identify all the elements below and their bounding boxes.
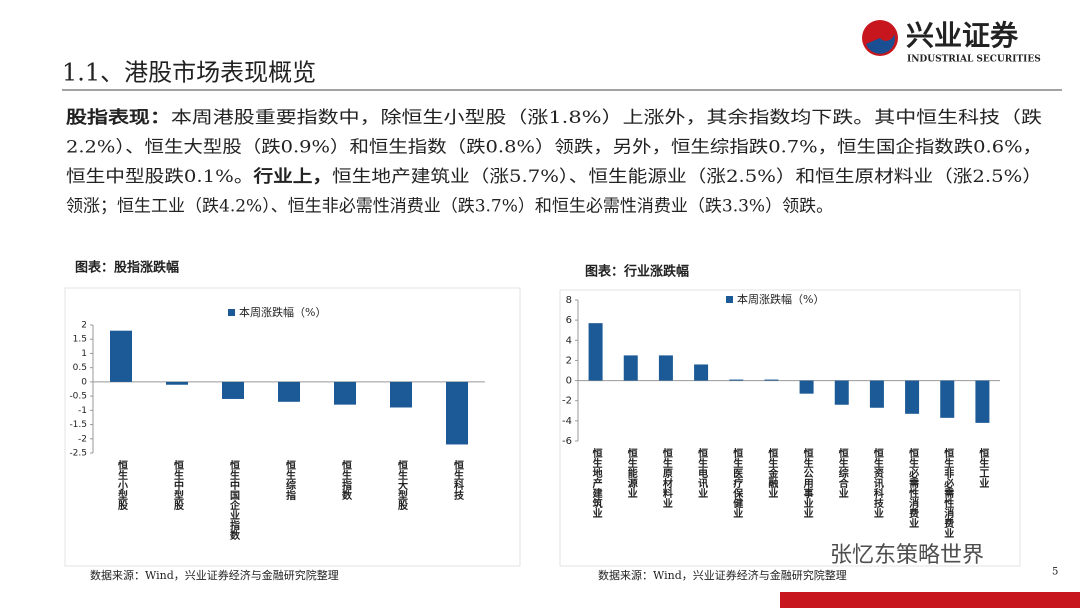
logo-name: 兴业证券 — [906, 19, 1019, 52]
y-tick-label: 1.5 — [73, 335, 87, 345]
y-tick-label: -2.5 — [69, 449, 87, 459]
x-tick-label: 恒生公用事业业 — [801, 447, 814, 518]
x-tick-label: 恒生科技 — [452, 459, 464, 501]
y-tick-label: 2 — [81, 321, 87, 331]
bar — [278, 381, 300, 402]
chart-frame — [64, 287, 521, 567]
bar — [623, 355, 638, 381]
bar — [799, 380, 814, 394]
paragraph-line: 恒生中型股跌0.1%。 行业上， 恒生地产建筑业（涨5.7%）、恒生能源业（涨2.5… — [66, 166, 1042, 187]
y-tick-label: 2 — [566, 355, 572, 366]
x-tick-label: 恒生电讯业 — [696, 447, 708, 498]
y-tick-label: -2 — [78, 434, 87, 444]
chart-title: 图表：股指涨跌幅 — [75, 260, 179, 276]
x-tick-label: 恒生中国企业指数 — [228, 459, 241, 541]
footer-bar — [780, 592, 1080, 608]
page-number: 5 — [1052, 567, 1058, 578]
x-tick-label: 恒生必需性消费业 — [907, 447, 920, 528]
legend-swatch — [726, 296, 733, 303]
x-tick-label: 恒生中型股 — [172, 459, 184, 511]
paragraph-text: 行业上， — [252, 166, 332, 187]
y-tick-label: -2 — [562, 396, 572, 407]
bar — [588, 323, 603, 381]
bar — [729, 379, 744, 381]
bar — [694, 364, 709, 381]
slide-title: 1.1、港股市场表现概览 — [62, 59, 316, 87]
x-tick-label: 恒生综指 — [284, 459, 296, 501]
paragraph-text: 恒生中型股跌0.1%。 — [66, 167, 254, 187]
bar — [869, 380, 884, 408]
paragraph-line: 2.2%）、恒生大型股（跌0.9%）和恒生指数（跌0.8%）领跌，另外，恒生综指… — [66, 137, 1042, 157]
x-tick-label: 恒生小型股 — [116, 459, 129, 511]
x-tick-label: 恒生工业 — [977, 447, 989, 488]
paragraph-text: 领涨；恒生工业（跌4.2%）、恒生非必需性消费业（跌3.7%）和恒生必需性消费业… — [66, 196, 833, 216]
chart-frame — [559, 289, 1021, 567]
y-tick-label: 6 — [566, 315, 572, 326]
y-tick-label: 0 — [566, 376, 572, 387]
legend-swatch — [228, 309, 235, 316]
y-tick-label: -1 — [78, 406, 87, 416]
bar — [905, 380, 920, 414]
y-tick-label: -6 — [562, 436, 572, 447]
x-tick-label: 恒生指数 — [340, 459, 352, 501]
bar — [975, 380, 990, 423]
logo-english: INDUSTRIAL SECURITIES — [907, 55, 1041, 65]
y-tick-label: 4 — [566, 335, 572, 346]
y-tick-label: 8 — [566, 295, 572, 306]
paragraph-line: 股指表现： 本周港股重要指数中，除恒生小型股（涨1.8%）上涨外，其余指数均下跌。… — [66, 107, 1042, 128]
x-tick-label: 恒生地产建筑业 — [590, 447, 603, 518]
x-tick-label: 恒生综合业 — [836, 447, 849, 498]
paragraph-text: 2.2%）、恒生大型股（跌0.9%）和恒生指数（跌0.8%）领跌，另外，恒生综指… — [66, 137, 1042, 157]
x-tick-label: 恒生金融业 — [766, 447, 779, 498]
source-note: 数据来源：Wind，兴业证券经济与金融研究院整理 — [90, 568, 339, 582]
y-tick-label: 0.5 — [73, 363, 87, 373]
paragraph-line: 领涨；恒生工业（跌4.2%）、恒生非必需性消费业（跌3.7%）和恒生必需性消费业… — [66, 196, 833, 216]
bar — [658, 355, 673, 381]
y-tick-label: 1 — [81, 349, 87, 359]
bar — [390, 381, 412, 408]
x-tick-label: 恒生原材料业 — [660, 447, 672, 508]
bar — [834, 380, 849, 405]
paragraph-text: 本周港股重要指数中，除恒生小型股（涨1.8%）上涨外，其余指数均下跌。其中恒生科… — [171, 108, 1042, 128]
x-tick-label: 恒生非必需性消费业 — [942, 447, 955, 538]
y-tick-label: -4 — [562, 416, 572, 427]
x-tick-label: 恒生能源业 — [625, 447, 637, 498]
legend-label: 本周涨跌幅（%） — [737, 292, 824, 306]
source-note: 数据来源：Wind，兴业证券经济与金融研究院整理 — [598, 568, 847, 582]
y-tick-label: -1.5 — [69, 420, 87, 430]
legend-label: 本周涨跌幅（%） — [239, 305, 326, 319]
bar — [166, 381, 188, 385]
logo-swirl — [866, 34, 895, 54]
y-tick-label: 0 — [81, 377, 87, 387]
watermark: 张忆东策略世界 — [830, 543, 984, 568]
bar — [446, 381, 468, 445]
y-tick-label: -0.5 — [69, 392, 87, 402]
x-tick-label: 恒生大型股 — [396, 459, 408, 511]
paragraph-text: 恒生地产建筑业（涨5.7%）、恒生能源业（涨2.5%）和恒生原材料业（涨2.5%… — [332, 167, 1042, 187]
bar — [940, 380, 955, 418]
paragraph-text: 股指表现： — [66, 107, 171, 128]
bar — [222, 381, 244, 399]
bar — [110, 330, 132, 382]
x-tick-label: 恒生资讯科技业 — [871, 447, 883, 518]
x-tick-label: 恒生医疗保健业 — [731, 447, 744, 518]
bar — [334, 381, 356, 405]
chart-title: 图表：行业涨跌幅 — [585, 264, 689, 280]
bar — [764, 379, 779, 381]
